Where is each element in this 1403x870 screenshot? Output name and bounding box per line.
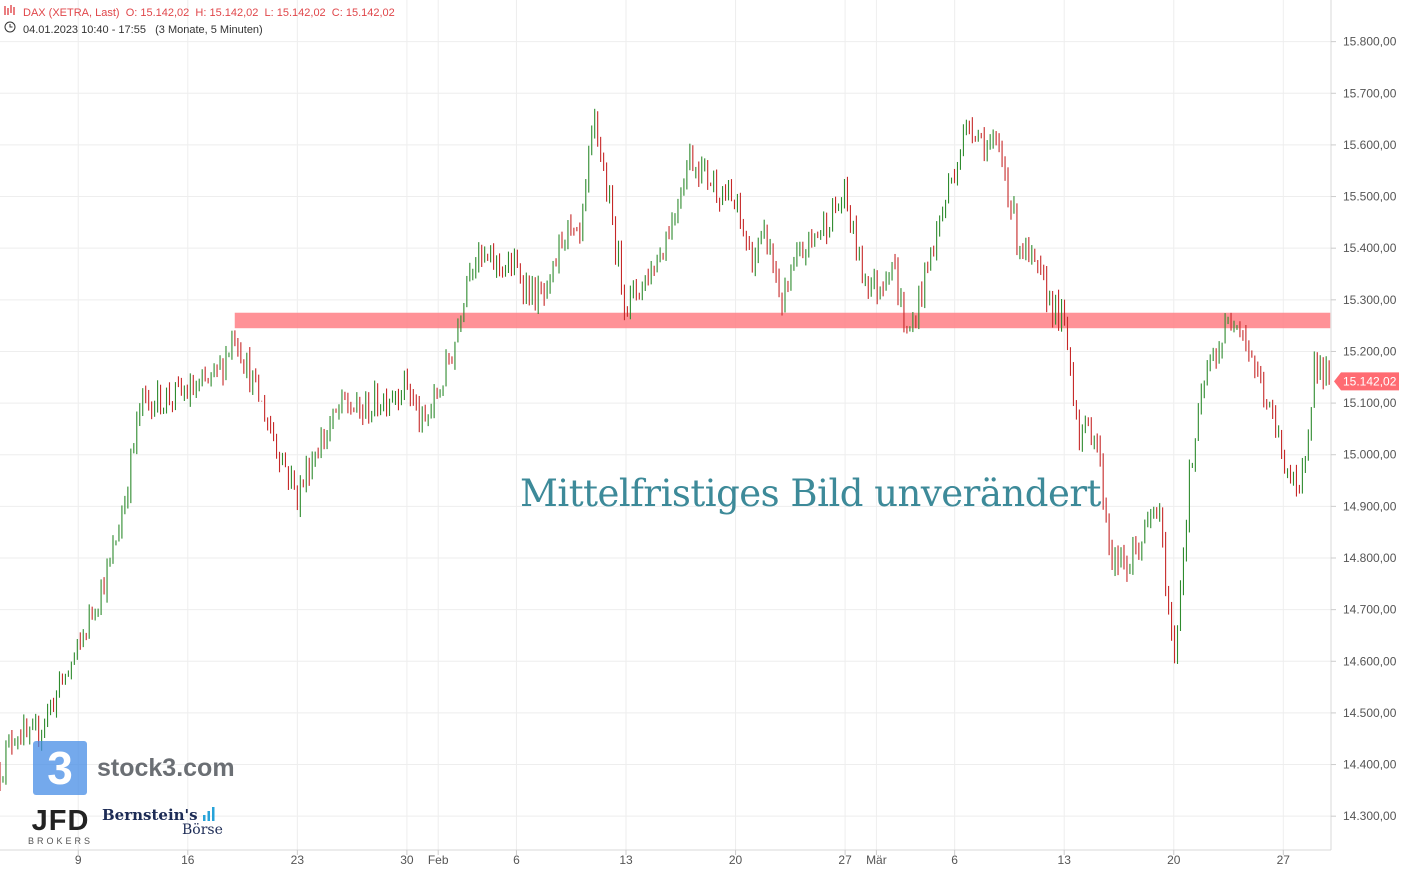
last-price-tag: 15.142,02 (1334, 372, 1399, 391)
y-tick-label: 15.700,00 (1343, 86, 1397, 100)
x-tick-label: 16 (181, 853, 195, 867)
bernsteins-boerse-logo: Bernstein's Börse (102, 806, 223, 838)
stock3-logo-mark: 3 (33, 741, 87, 795)
y-tick-label: 14.400,00 (1343, 758, 1397, 772)
jfd-brokers-logo: JFD BROKERS (28, 806, 93, 846)
y-tick-label: 15.200,00 (1343, 344, 1397, 358)
y-tick-label: 14.800,00 (1343, 551, 1397, 565)
boerse-text: Börse (182, 822, 223, 838)
y-tick-label: 15.000,00 (1343, 448, 1397, 462)
y-tick-label: 14.600,00 (1343, 654, 1397, 668)
stock3-logo: 3 stock3.com (33, 741, 235, 795)
y-tick-label: 14.300,00 (1343, 809, 1397, 823)
y-tick-label: 14.900,00 (1343, 499, 1397, 513)
bar-chart-icon (202, 807, 215, 821)
last-price-label: 15.142,02 (1343, 374, 1397, 388)
y-tick-label: 15.500,00 (1343, 190, 1397, 204)
instrument-ohlc: DAX (XETRA, Last) O: 15.142,02 H: 15.142… (23, 7, 395, 19)
x-tick-label: 27 (1277, 853, 1291, 867)
jfd-logo-text: JFD (31, 805, 90, 837)
x-tick-label: 13 (1058, 853, 1072, 867)
y-tick-label: 15.300,00 (1343, 293, 1397, 307)
x-tick-label: Feb (428, 853, 449, 867)
chart-header: DAX (XETRA, Last) O: 15.142,02 H: 15.142… (4, 5, 395, 38)
y-tick-label: 15.600,00 (1343, 138, 1397, 152)
x-tick-label: 6 (951, 853, 958, 867)
x-tick-label: 20 (1167, 853, 1181, 867)
bernsteins-text: Bernstein's (102, 806, 198, 824)
y-tick-label: 15.800,00 (1343, 35, 1397, 49)
x-tick-label: 30 (400, 853, 414, 867)
y-tick-label: 14.700,00 (1343, 603, 1397, 617)
resistance-zone-layer (234, 312, 1331, 329)
stock3-logo-text: stock3.com (97, 753, 235, 782)
y-tick-label: 15.400,00 (1343, 241, 1397, 255)
chart-annotation: Mittelfristiges Bild unverändert (520, 472, 1101, 515)
x-tick-label: 6 (513, 853, 520, 867)
candle-series (0, 108, 1330, 792)
time-axis: 9 16 23 30 Feb 6 13 20 27 Mär 6 13 20 27 (75, 850, 1290, 867)
x-tick-label: 9 (75, 853, 82, 867)
candlestick-icon[interactable] (4, 5, 18, 21)
time-range: 04.01.2023 10:40 - 17:55 (3 Monate, 5 Mi… (23, 23, 263, 36)
x-tick-label: 27 (838, 853, 852, 867)
price-axis: 14.300,00 14.400,00 14.500,00 14.600,00 14.7… (1331, 35, 1397, 823)
x-tick-label: 20 (729, 853, 743, 867)
jfd-logo-subtext: BROKERS (28, 836, 94, 846)
resistance-zone (234, 312, 1331, 329)
y-tick-label: 14.500,00 (1343, 706, 1397, 720)
x-tick-label: 13 (619, 853, 633, 867)
x-tick-label: Mär (866, 853, 887, 867)
x-tick-label: 23 (291, 853, 305, 867)
y-tick-label: 15.100,00 (1343, 396, 1397, 410)
chart-grid (0, 0, 1331, 850)
clock-icon[interactable] (4, 21, 18, 38)
